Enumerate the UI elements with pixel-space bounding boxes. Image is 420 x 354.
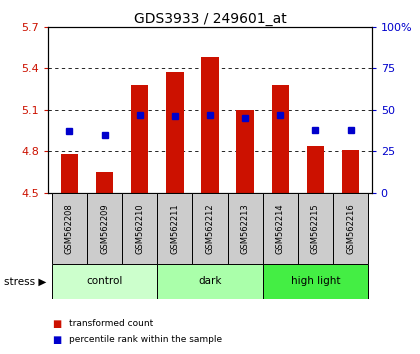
Bar <box>263 264 368 299</box>
Text: dark: dark <box>198 276 222 286</box>
Bar <box>263 193 298 264</box>
Bar <box>52 264 157 299</box>
Text: control: control <box>87 276 123 286</box>
Text: GSM562216: GSM562216 <box>346 203 355 254</box>
Text: GDS3933 / 249601_at: GDS3933 / 249601_at <box>134 12 286 27</box>
Text: GSM562213: GSM562213 <box>241 203 249 254</box>
Text: GSM562214: GSM562214 <box>276 203 285 254</box>
Bar <box>60 154 78 193</box>
Text: stress ▶: stress ▶ <box>4 276 46 286</box>
Bar <box>333 193 368 264</box>
Bar <box>87 193 122 264</box>
Bar <box>96 172 113 193</box>
Text: GSM562211: GSM562211 <box>171 203 179 254</box>
Bar <box>201 57 219 193</box>
Text: high light: high light <box>291 276 340 286</box>
Text: GSM562209: GSM562209 <box>100 203 109 254</box>
Bar <box>228 193 263 264</box>
Bar <box>122 193 157 264</box>
Text: ■: ■ <box>52 335 62 345</box>
Text: percentile rank within the sample: percentile rank within the sample <box>69 335 223 344</box>
Text: transformed count: transformed count <box>69 319 154 329</box>
Bar <box>307 146 324 193</box>
Bar <box>157 193 192 264</box>
Text: GSM562208: GSM562208 <box>65 203 74 254</box>
Bar <box>298 193 333 264</box>
Bar <box>157 264 263 299</box>
Text: GSM562212: GSM562212 <box>205 203 215 254</box>
Bar <box>166 72 184 193</box>
Text: GSM562215: GSM562215 <box>311 203 320 254</box>
Bar <box>192 193 228 264</box>
Bar <box>271 85 289 193</box>
Bar <box>236 110 254 193</box>
Text: ■: ■ <box>52 319 62 329</box>
Bar <box>342 150 360 193</box>
Text: GSM562210: GSM562210 <box>135 203 144 254</box>
Bar <box>52 193 87 264</box>
Bar <box>131 85 149 193</box>
